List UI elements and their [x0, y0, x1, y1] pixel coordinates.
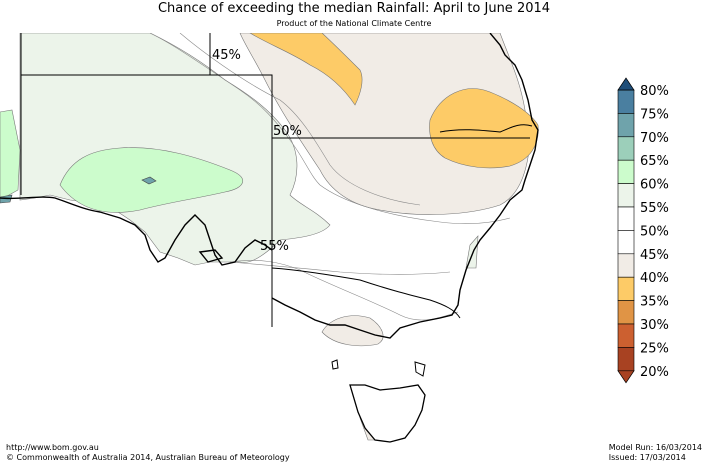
region-65-spot — [141, 176, 157, 185]
legend-label: 40% — [640, 271, 669, 286]
legend-label: 20% — [640, 365, 669, 380]
flinders-island — [414, 361, 426, 377]
contour-label-55: 55% — [260, 239, 289, 254]
legend-swatch — [617, 276, 635, 301]
coastline — [0, 33, 539, 339]
legend-label: 60% — [640, 178, 669, 193]
region-55-east-coast — [465, 235, 479, 269]
legend-swatch — [617, 230, 635, 255]
legend-arrow-top — [617, 77, 635, 91]
king-island — [331, 359, 339, 370]
legend-swatch — [617, 347, 635, 372]
legend-swatch — [617, 183, 635, 208]
legend-swatch — [617, 206, 635, 231]
region-60-west — [0, 109, 21, 201]
copyright-text: © Commonwealth of Australia 2014, Austra… — [6, 453, 290, 462]
source-url[interactable]: http://www.bom.gov.au — [6, 443, 99, 452]
legend-label: 45% — [640, 248, 669, 263]
legend-swatch — [617, 253, 635, 278]
legend: 80% 75% 70% 65% 60% 55% 50% 45% 40% 35% 30% 25% 20% — [617, 77, 669, 384]
legend-swatch — [617, 136, 635, 161]
contour-label-45: 45% — [212, 48, 241, 63]
footer-right: Model Run: 16/03/2014 Issued: 17/03/2014 — [609, 443, 702, 463]
legend-label: 80% — [640, 84, 669, 99]
region-35-east — [429, 88, 539, 169]
legend-label: 75% — [640, 107, 669, 122]
footer-left: http://www.bom.gov.au © Commonwealth of … — [6, 443, 290, 463]
legend-label: 55% — [640, 201, 669, 216]
region-35-north — [249, 33, 363, 106]
victoria-border — [271, 267, 461, 319]
legend-label: 25% — [640, 341, 669, 356]
legend-swatch — [617, 89, 635, 114]
legend-swatch — [617, 113, 635, 138]
legend-label: 30% — [640, 318, 669, 333]
legend-label: 65% — [640, 154, 669, 169]
legend-arrow-bottom — [617, 370, 635, 384]
legend-swatch — [617, 159, 635, 184]
legend-label: 70% — [640, 131, 669, 146]
rainfall-probability-map: 45% 50% 55% — [0, 33, 539, 443]
state-borders — [20, 33, 533, 327]
contour-lines — [149, 33, 511, 321]
map-title: Chance of exceeding the median Rainfall:… — [157, 1, 551, 16]
issued-date: Issued: 17/03/2014 — [608, 453, 686, 462]
region-40-victoria — [321, 315, 384, 347]
legend-swatch — [617, 323, 635, 348]
legend-label: 35% — [640, 295, 669, 310]
legend-swatch — [617, 300, 635, 325]
map-subtitle: Product of the National Climate Centre — [276, 19, 432, 28]
model-run-date: Model Run: 16/03/2014 — [608, 443, 702, 452]
region-40-northeast — [239, 33, 531, 215]
tasmania-outline — [349, 384, 426, 443]
contour-label-50: 50% — [273, 124, 302, 139]
legend-label: 50% — [640, 224, 669, 239]
